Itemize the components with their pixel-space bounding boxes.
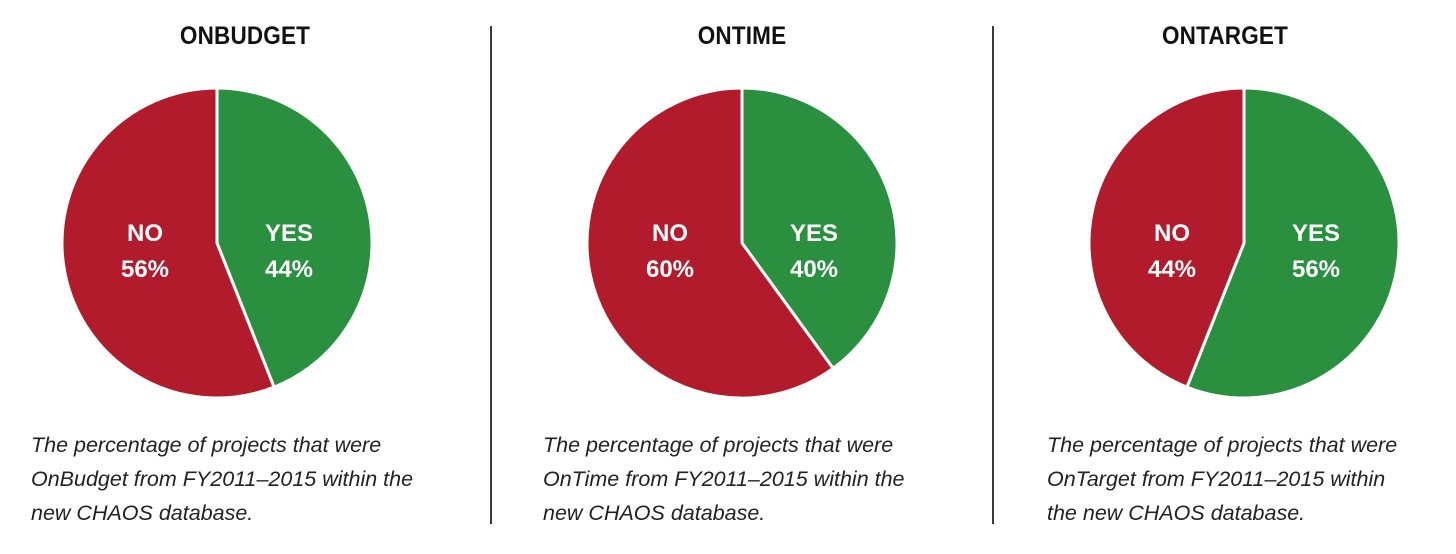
pie-slice-no	[60, 86, 276, 400]
pie-chart-ontime: YES 40% NO 60%	[585, 86, 899, 400]
pie-chart-onbudget: YES 44% NO 56%	[60, 86, 374, 400]
chart-title: ONTIME	[697, 22, 787, 50]
slice-label-yes: YES	[265, 220, 313, 247]
slice-label-no: NO	[1154, 220, 1190, 247]
slice-value-no: 60%	[646, 256, 694, 283]
pie-slice-yes	[215, 86, 374, 389]
chart-panel-ontarget: ONTARGET YES 56% NO 44% The percentage of p…	[994, 0, 1456, 554]
chart-panel-onbudget: ONBUDGET YES 44% NO 56% The percentage of p…	[0, 0, 490, 554]
slice-label-yes: YES	[1292, 220, 1340, 247]
slice-label-no: NO	[652, 220, 688, 247]
pie-slice-no	[585, 86, 835, 400]
chart-title: ONBUDGET	[179, 22, 311, 50]
pie-slice-yes	[740, 86, 899, 370]
slice-value-yes: 44%	[265, 256, 313, 283]
pie-chart-ontarget: YES 56% NO 44%	[1087, 86, 1401, 400]
divider	[490, 26, 492, 524]
slice-label-yes: YES	[790, 220, 838, 247]
chart-caption: The percentage of projects that were OnT…	[1047, 433, 1398, 525]
slice-label-no: NO	[127, 220, 163, 247]
chart-caption: The percentage of projects that were OnT…	[543, 433, 905, 525]
pie-slice-yes	[1185, 86, 1401, 400]
slice-value-yes: 40%	[790, 256, 838, 283]
pie-slice-no	[1087, 86, 1246, 389]
slice-value-yes: 56%	[1292, 256, 1340, 283]
chart-panel-ontime: ONTIME YES 40% NO 60% The percentage of pro…	[492, 0, 992, 554]
chart-title: ONTARGET	[1161, 22, 1288, 50]
divider	[992, 26, 994, 524]
slice-value-no: 56%	[121, 256, 169, 283]
chart-caption: The percentage of projects that were OnB…	[31, 433, 414, 525]
slice-value-no: 44%	[1148, 256, 1196, 283]
